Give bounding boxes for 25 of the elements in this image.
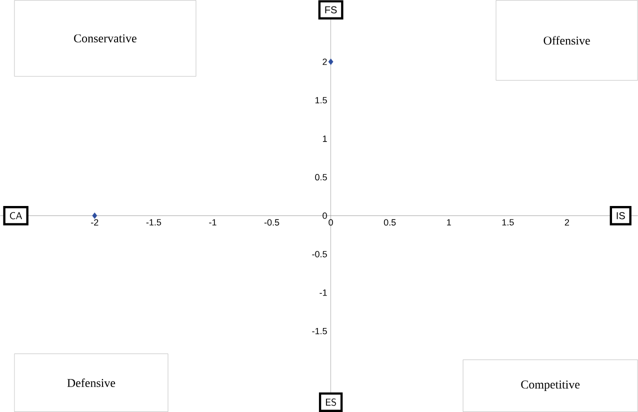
annotation: Conservative — [74, 34, 136, 42]
y-axis-title: FS — [325, 6, 337, 14]
x-tick-label: -1.5 — [146, 219, 162, 226]
y-tick-label: 2 — [322, 58, 327, 65]
annotation: Competitive — [521, 380, 580, 391]
x-tick-label: 0.5 — [384, 219, 396, 226]
annotation: Offensive — [544, 36, 590, 45]
annotation: ES — [326, 398, 336, 406]
y-tick-label: -1 — [320, 289, 327, 296]
y-tick-label: -1.5 — [312, 328, 327, 334]
annotation: Defensive — [67, 378, 116, 387]
x-tick-label: 1 — [447, 219, 451, 226]
x-tick-label: -1 — [209, 219, 216, 226]
y-tick-label: 1 — [322, 136, 327, 142]
y-tick-label: 0.5 — [315, 174, 327, 180]
annotation: CA — [10, 212, 22, 220]
x-tick-label: 0 — [328, 219, 333, 226]
x-tick-label: 1.5 — [502, 219, 514, 226]
x-tick-label: -2 — [91, 219, 98, 226]
y-tick-label: -0.5 — [312, 250, 327, 258]
x-axis-title: IS — [616, 212, 625, 220]
y-tick-label: 0 — [322, 212, 327, 219]
x-tick-label: -0.5 — [264, 219, 280, 226]
x-tick-label: 2 — [564, 219, 570, 226]
y-tick-label: 1.5 — [315, 97, 327, 104]
